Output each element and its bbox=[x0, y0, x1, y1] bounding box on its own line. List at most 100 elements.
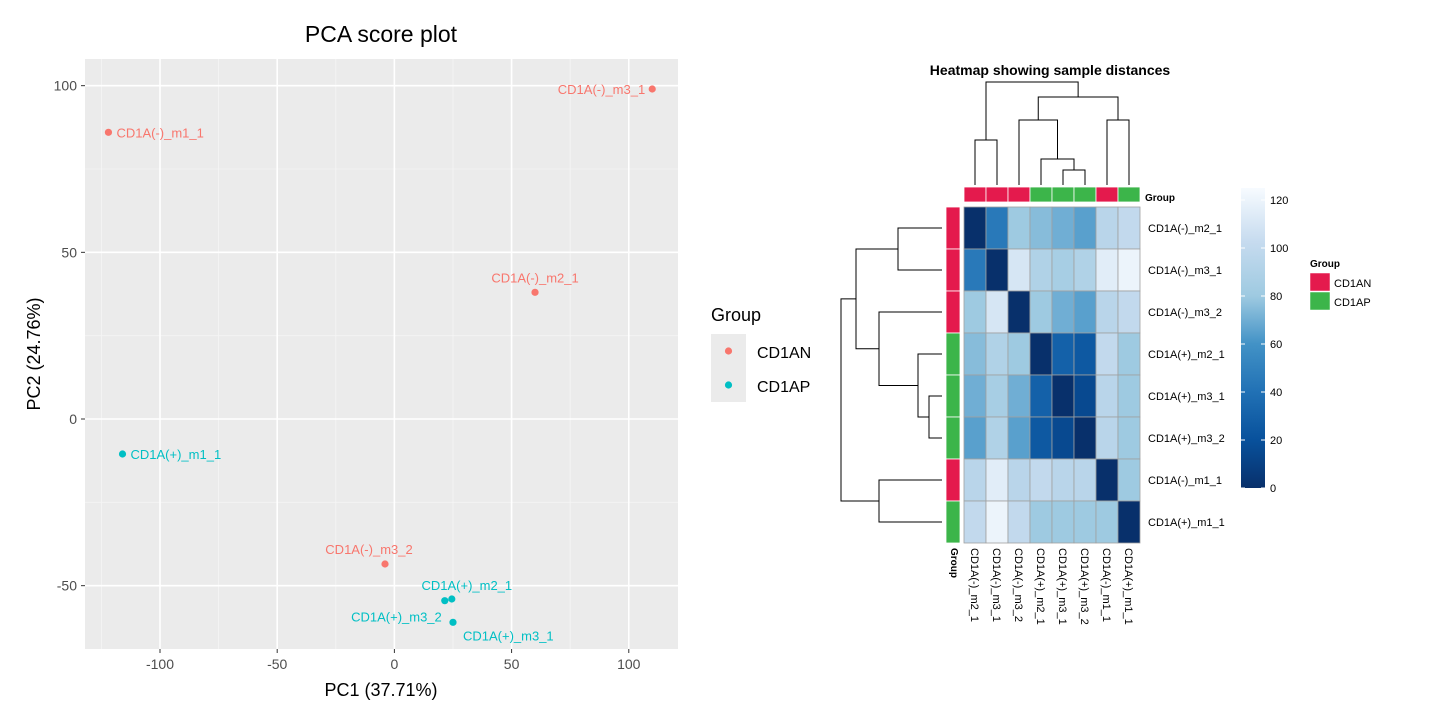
pca-y-axis-label: PC2 (24.76%) bbox=[24, 297, 44, 410]
row-dendrogram-branch bbox=[878, 311, 942, 386]
colorbar-tick-label: 80 bbox=[1270, 291, 1282, 303]
pca-legend-key-cd1ap bbox=[724, 381, 733, 389]
pca-legend-key-cd1an bbox=[724, 347, 733, 355]
heatmap-legend-swatch-cd1an bbox=[1309, 272, 1331, 292]
heatmap-cell bbox=[1117, 416, 1141, 460]
column-group-cell bbox=[1095, 186, 1119, 203]
heatmap-cell bbox=[1051, 290, 1075, 334]
pca-point bbox=[648, 85, 656, 93]
heatmap-cell bbox=[1029, 374, 1053, 418]
heatmap-cell bbox=[1117, 290, 1141, 334]
heatmap-legend-title: Group bbox=[1310, 259, 1340, 270]
heatmap-cell bbox=[1095, 500, 1119, 544]
pca-gridlines bbox=[85, 59, 678, 649]
heatmap-column-label: CD1A(+)_m3_2 bbox=[1078, 548, 1090, 625]
heatmap-title: Heatmap showing sample distances bbox=[930, 62, 1171, 78]
heatmap-cell bbox=[1051, 206, 1075, 250]
pca-point-label: CD1A(-)_m3_1 bbox=[558, 82, 645, 97]
pca-point bbox=[381, 560, 389, 568]
heatmap-cell bbox=[963, 416, 987, 460]
column-dendrogram-branch bbox=[1040, 158, 1075, 185]
heatmap-cell bbox=[1029, 248, 1053, 292]
heatmap-cell bbox=[1007, 206, 1031, 250]
heatmap-cell bbox=[1095, 332, 1119, 376]
pca-y-tick-label: 0 bbox=[69, 411, 77, 427]
heatmap-cell bbox=[963, 248, 987, 292]
row-dendrogram-branch bbox=[928, 395, 942, 439]
pca-legend-key-background bbox=[711, 334, 746, 402]
colorbar-gradient bbox=[1241, 188, 1265, 488]
heatmap-cell bbox=[1007, 500, 1031, 544]
heatmap-cell bbox=[963, 374, 987, 418]
heatmap-legend-label-cd1ap: CD1AP bbox=[1334, 297, 1371, 309]
column-group-cell bbox=[985, 186, 1009, 203]
pca-legend: Group CD1AN CD1AP bbox=[711, 305, 811, 402]
pca-title: PCA score plot bbox=[305, 21, 458, 47]
row-dendrogram-branch bbox=[897, 227, 942, 271]
pca-legend-title: Group bbox=[711, 305, 761, 325]
heatmap-cell bbox=[1073, 416, 1097, 460]
pca-points: CD1A(-)_m3_1 CD1A(-)_m1_1 CD1A(-)_m2_1 CD1A… bbox=[104, 82, 656, 643]
colorbar-tick-label: 20 bbox=[1270, 435, 1282, 447]
pca-point bbox=[531, 288, 539, 296]
heatmap-cell bbox=[1095, 290, 1119, 334]
pca-y-tick-label: 100 bbox=[54, 78, 78, 94]
heatmap-cell bbox=[1051, 374, 1075, 418]
column-dendrogram-branch bbox=[985, 81, 1079, 140]
colorbar-tick-label: 60 bbox=[1270, 339, 1282, 351]
heatmap-row-label: CD1A(+)_m3_2 bbox=[1148, 433, 1225, 445]
heatmap-cell bbox=[985, 206, 1009, 250]
heatmap-cell bbox=[1073, 248, 1097, 292]
column-dendrogram-branch bbox=[1106, 119, 1130, 185]
pca-plot-panel bbox=[85, 59, 678, 649]
heatmap-legend-swatch-cd1ap bbox=[1309, 291, 1331, 311]
heatmap-row-label: CD1A(+)_m1_1 bbox=[1148, 517, 1225, 529]
heatmap-cell bbox=[1095, 248, 1119, 292]
row-group-cell bbox=[945, 290, 961, 334]
heatmap-cell bbox=[1095, 458, 1119, 502]
heatmap-column-label: CD1A(-)_m1_1 bbox=[1100, 548, 1112, 622]
pca-legend-label-cd1ap: CD1AP bbox=[757, 379, 810, 396]
heatmap-cell bbox=[985, 248, 1009, 292]
heatmap-cell bbox=[1095, 206, 1119, 250]
heatmap-cell bbox=[1073, 500, 1097, 544]
heatmap-cell bbox=[1007, 248, 1031, 292]
heatmap-cell bbox=[1117, 332, 1141, 376]
column-group-cell bbox=[1117, 186, 1141, 203]
pca-point-label: CD1A(-)_m2_1 bbox=[491, 270, 578, 285]
heatmap-cell bbox=[985, 332, 1009, 376]
column-dendrogram-branch bbox=[1018, 119, 1058, 185]
heatmap-cell bbox=[1007, 458, 1031, 502]
row-group-cell bbox=[945, 458, 961, 502]
heatmap-cell bbox=[963, 332, 987, 376]
heatmap-cell bbox=[1117, 374, 1141, 418]
row-dendrogram-branch bbox=[855, 248, 898, 350]
pca-point bbox=[104, 128, 113, 136]
heatmap-cell bbox=[1051, 332, 1075, 376]
column-group-cell bbox=[1073, 186, 1097, 203]
row-group-cell bbox=[945, 500, 961, 544]
heatmap-cell bbox=[1073, 290, 1097, 334]
column-group-cell bbox=[1029, 186, 1053, 203]
pca-x-tick-label: -50 bbox=[267, 656, 287, 672]
row-annotation-label: Group bbox=[948, 548, 959, 578]
heatmap-cell bbox=[985, 416, 1009, 460]
heatmap-cell bbox=[1095, 374, 1119, 418]
colorbar-tick-label: 0 bbox=[1270, 483, 1276, 495]
heatmap-colorbar: 0 20 40 60 80 100 120 bbox=[1241, 188, 1288, 495]
pca-point bbox=[441, 597, 449, 605]
column-dendrogram bbox=[974, 81, 1130, 185]
pca-x-tick-label: 0 bbox=[390, 656, 398, 672]
row-dendrogram-branch bbox=[840, 298, 879, 502]
column-dendrogram-branch bbox=[1037, 96, 1119, 120]
heatmap-cell bbox=[985, 458, 1009, 502]
heatmap-row-label: CD1A(-)_m2_1 bbox=[1148, 223, 1222, 235]
heatmap-column-label: CD1A(+)_m3_1 bbox=[1056, 548, 1068, 625]
heatmap-cell bbox=[1029, 290, 1053, 334]
heatmap-column-label: CD1A(-)_m2_1 bbox=[968, 548, 980, 622]
pca-point-label: CD1A(-)_m1_1 bbox=[116, 125, 203, 140]
column-group-annotation bbox=[963, 186, 1141, 203]
pca-point bbox=[449, 618, 457, 626]
row-group-annotation bbox=[945, 206, 961, 544]
column-group-cell bbox=[963, 186, 987, 203]
